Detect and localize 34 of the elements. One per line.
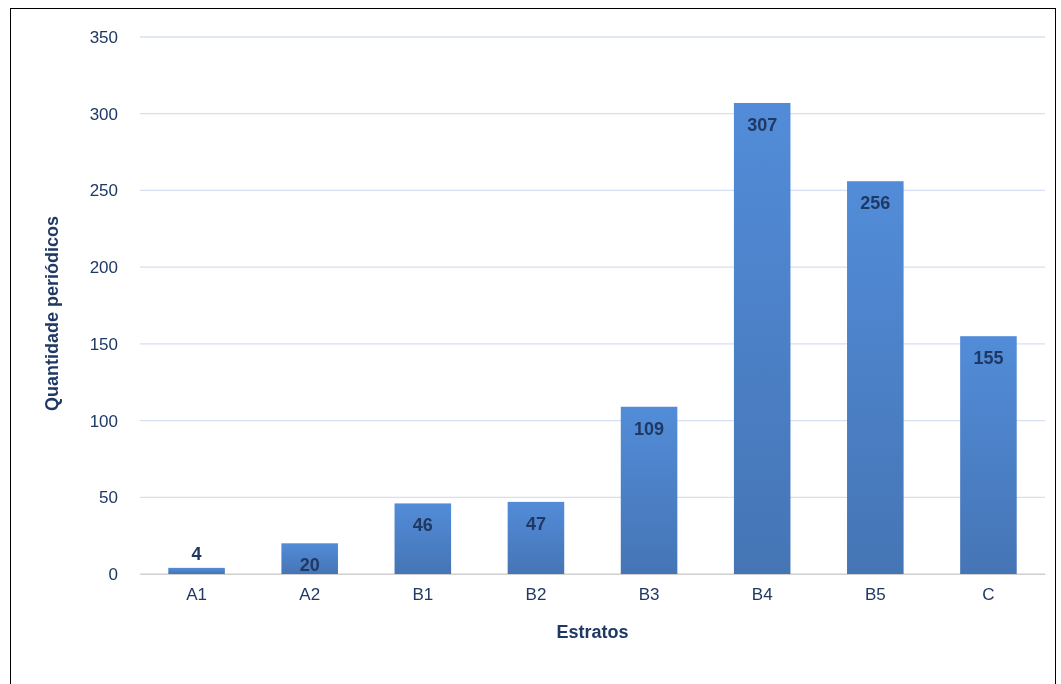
x-tick-label: B5 bbox=[864, 585, 886, 605]
y-tick-label: 150 bbox=[89, 334, 118, 354]
data-label: 46 bbox=[412, 515, 433, 536]
bar bbox=[507, 501, 565, 574]
bar bbox=[733, 102, 791, 574]
x-tick-label: B1 bbox=[412, 585, 434, 605]
bar bbox=[960, 336, 1017, 574]
y-tick-label: 250 bbox=[89, 181, 118, 201]
y-tick-label: 350 bbox=[89, 27, 118, 47]
data-label: 109 bbox=[634, 418, 665, 439]
y-tick-label: 50 bbox=[99, 488, 118, 508]
y-tick-label: 100 bbox=[89, 411, 118, 431]
bar bbox=[281, 543, 338, 574]
data-label: 20 bbox=[299, 555, 320, 576]
bar bbox=[168, 567, 225, 574]
data-label: 256 bbox=[860, 193, 891, 214]
bar bbox=[394, 503, 452, 574]
y-tick-label: 0 bbox=[108, 564, 118, 584]
x-tick-label: C bbox=[982, 585, 995, 605]
bar bbox=[620, 406, 678, 574]
bar bbox=[847, 181, 904, 574]
data-label: 4 bbox=[191, 543, 202, 564]
x-axis-title: Estratos bbox=[556, 622, 629, 642]
x-tick-label: B3 bbox=[638, 585, 660, 605]
y-axis-title: Quantidade periódicos bbox=[42, 215, 62, 412]
x-tick-label: B2 bbox=[525, 585, 547, 605]
data-label: 307 bbox=[747, 114, 778, 135]
x-tick-label: B4 bbox=[751, 585, 773, 605]
data-label: 155 bbox=[973, 348, 1004, 369]
x-tick-label: A2 bbox=[299, 585, 321, 605]
data-label: 47 bbox=[525, 513, 546, 534]
y-tick-label: 200 bbox=[89, 258, 118, 278]
x-tick-label: A1 bbox=[186, 585, 207, 605]
y-tick-label: 300 bbox=[89, 104, 118, 124]
